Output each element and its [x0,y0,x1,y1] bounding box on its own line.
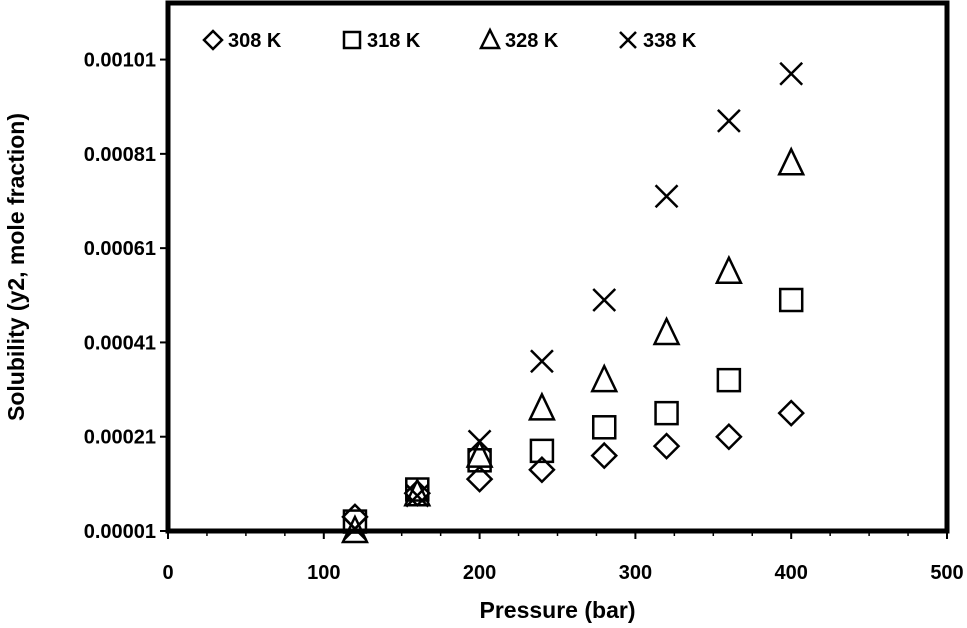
x-tick-label: 100 [307,562,340,584]
legend-label: 338 K [643,30,697,52]
x-tick-label: 400 [775,562,808,584]
data-point [342,509,368,534]
legend-label: 318 K [367,30,421,52]
data-point [467,429,492,454]
data-point [652,316,681,346]
data-point [652,432,681,460]
data-point [528,455,556,484]
legend-label: 308 K [228,30,282,52]
data-point [654,184,679,209]
data-point [405,483,430,508]
data-point [529,438,555,464]
data-point [592,288,617,312]
data-point [530,349,554,374]
y-axis-title: Solubility (y2, mole fraction) [3,113,29,421]
y-tick-label: 0.00101 [84,50,156,72]
data-point [716,367,742,393]
data-point [590,441,619,470]
legend-marker [478,27,502,50]
y-tick-label: 0.00061 [84,238,156,260]
y-tick-label: 0.00021 [84,427,156,449]
data-point [403,477,432,507]
data-point [343,516,367,541]
y-tick-label: 0.00041 [84,332,156,354]
data-point [465,438,494,468]
x-tick-label: 300 [619,562,652,584]
x-axis-title: Pressure (bar) [480,597,636,623]
data-point [777,146,806,176]
data-point [714,254,743,284]
series-328-k [340,146,806,544]
data-point [715,422,743,451]
data-point [716,108,741,133]
legend-marker [619,31,637,49]
data-point [778,287,804,313]
data-point [340,514,369,544]
x-tick-label: 500 [930,562,963,584]
data-point [527,391,556,421]
y-tick-label: 0.00001 [84,521,156,543]
series-338-k [343,61,804,541]
data-point [777,399,805,427]
x-axis: 0 100 200 300 400 500 [162,530,964,584]
data-point [465,465,494,493]
data-point [779,61,804,86]
legend-label: 328 K [505,30,559,52]
data-point [467,448,492,473]
data-points [340,61,806,544]
data-point [654,400,679,426]
legend-marker [202,29,224,51]
y-axis: 0.00001 0.00021 0.00041 0.00061 0.00081 0.001… [84,50,168,543]
data-point [590,363,619,393]
x-tick-label: 0 [162,562,173,584]
data-point [591,415,617,440]
legend-marker [342,30,362,50]
legend: 308 K 318 K 328 K 338 K [202,27,697,52]
y-tick-label: 0.00081 [84,144,156,166]
x-tick-label: 200 [463,562,496,584]
